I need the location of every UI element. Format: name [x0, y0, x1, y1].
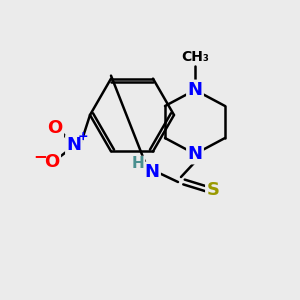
Text: CH₃: CH₃ — [181, 50, 209, 64]
Text: S: S — [206, 181, 220, 199]
Text: N: N — [188, 145, 202, 163]
Text: +: + — [78, 130, 88, 142]
Text: N: N — [188, 81, 202, 99]
Text: O: O — [47, 119, 63, 137]
Text: N: N — [145, 163, 160, 181]
Text: −: − — [33, 147, 47, 165]
Text: H: H — [132, 157, 144, 172]
Text: N: N — [67, 136, 82, 154]
Text: O: O — [44, 153, 60, 171]
